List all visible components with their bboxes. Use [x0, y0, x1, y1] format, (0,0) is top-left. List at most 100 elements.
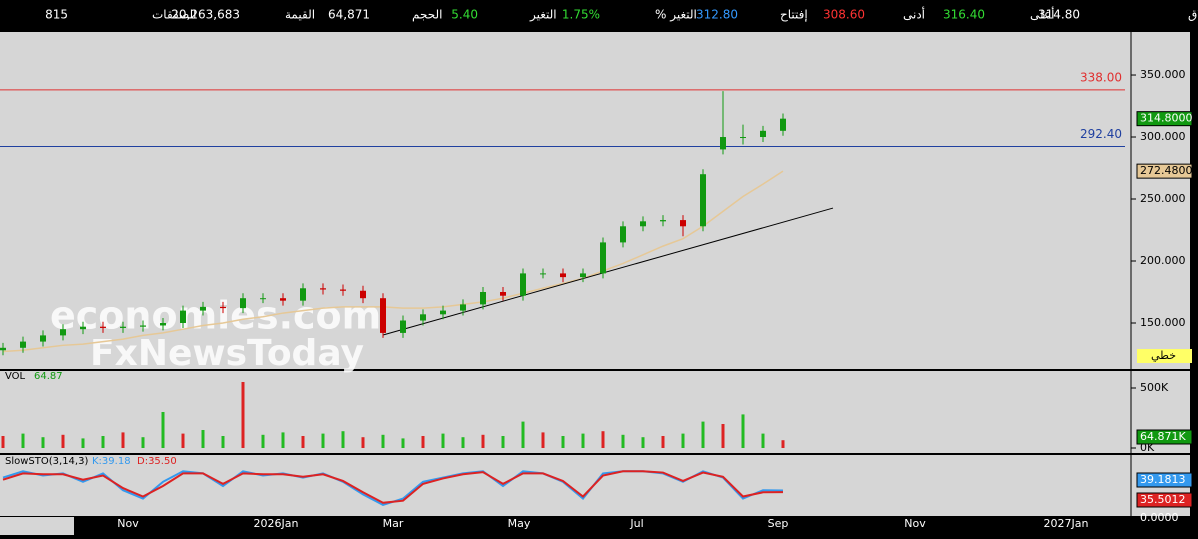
candle-body [20, 341, 26, 348]
header-value: 815 [45, 8, 68, 22]
candle-body [580, 273, 586, 278]
x-tick-label: Mar [383, 517, 404, 530]
volume-bar [101, 436, 105, 448]
candle-body [100, 326, 106, 328]
candle-body [280, 298, 286, 301]
candle-body [80, 326, 86, 330]
volume-bar [421, 436, 425, 448]
volume-bar [121, 432, 125, 448]
header-value: 314.80 [1038, 8, 1080, 22]
candle-body [540, 273, 546, 275]
volume-bar [581, 433, 585, 448]
volume-bar [781, 440, 785, 448]
hline-label: 292.40 [1080, 127, 1122, 141]
volume-bar [601, 431, 605, 448]
volume-bar [561, 436, 565, 448]
volume-bar [741, 414, 745, 448]
candle-body [180, 310, 186, 323]
candle-body [600, 242, 606, 274]
candle-body [500, 291, 506, 296]
candle-body [120, 326, 126, 328]
candle-body [700, 174, 706, 227]
value-tag [1136, 472, 1193, 488]
x-tick-label: Sep [768, 517, 789, 530]
volume-bar [701, 421, 705, 448]
volume-bar [681, 433, 685, 448]
sto-panel [0, 455, 1190, 516]
candle-body [420, 314, 426, 321]
mode-label: خطي [1151, 349, 1176, 362]
value-tag-label: 314.8000 [1140, 112, 1193, 125]
volume-bar [501, 436, 505, 448]
value-tag [1136, 429, 1193, 445]
volume-bar [661, 436, 665, 448]
header-value: 64,871 [328, 8, 370, 22]
volume-bar [181, 433, 185, 448]
volume-bar [41, 437, 45, 448]
header-value: 1.75% [562, 8, 600, 22]
sto-line [2, 470, 784, 504]
candle-body [240, 298, 246, 309]
candle-body [140, 325, 146, 327]
x-tick-label: 2027Jan [1044, 517, 1089, 530]
candle-body [220, 306, 226, 309]
candle-body [480, 291, 486, 305]
value-tag-label: 64.871K [1140, 430, 1186, 443]
candle-body [0, 347, 6, 351]
volume-bar [81, 438, 85, 448]
header-value: 316.40 [943, 8, 985, 22]
volume-bar [141, 437, 145, 448]
y-tick-label: 250.000 [1140, 192, 1186, 205]
volume-bar [201, 430, 205, 448]
candle-body [740, 137, 746, 139]
header-label: التغير [529, 8, 557, 23]
candle-body [60, 329, 66, 336]
volume-bar [61, 434, 65, 448]
value-tag-label: 39.1813 [1140, 473, 1186, 486]
price-panel [0, 32, 1190, 369]
candle-body [200, 306, 206, 311]
candle-body [560, 273, 566, 278]
header-value: 312.80 [696, 8, 738, 22]
header-label: أدنى [903, 7, 925, 22]
volume-bar [1, 436, 5, 448]
watermark: FxNewsToday [90, 333, 364, 374]
header-label: الحجم [412, 8, 442, 22]
volume-bar [381, 434, 385, 448]
candle-body [720, 137, 726, 150]
y-tick-label: 500K [1140, 381, 1169, 394]
candle-body [260, 298, 266, 300]
volume-bar [361, 437, 365, 448]
candle-body [360, 290, 366, 299]
candle-body [620, 226, 626, 243]
volume-bar [221, 436, 225, 448]
candle-body [660, 220, 666, 222]
y-tick-label: 150.000 [1140, 316, 1186, 329]
volume-bar [241, 382, 245, 448]
header-label: إفتتاح [780, 8, 808, 22]
volume-panel [0, 371, 1190, 453]
volume-bar [621, 434, 625, 448]
header-label: الاغلاق [1188, 8, 1198, 22]
moving-average [2, 170, 784, 353]
volume-bar [481, 434, 485, 448]
volume-bar [721, 424, 725, 448]
hline-label: 338.00 [1080, 70, 1122, 84]
mode-box [1137, 349, 1192, 363]
candle-body [320, 288, 326, 290]
value-tag [1136, 163, 1193, 179]
panel-value: 64.87 [34, 371, 63, 382]
x-tick-label: Jul [629, 517, 643, 530]
panel-title: SlowSTO(3,14,3) [5, 456, 88, 467]
value-tag [1136, 111, 1193, 127]
volume-bar [341, 431, 345, 448]
volume-bar [21, 433, 25, 448]
candle-body [760, 130, 766, 138]
header-label: أعلى [1030, 7, 1054, 22]
value-tag [1136, 492, 1193, 508]
candle-body [520, 273, 526, 296]
panel-title: VOL [5, 371, 26, 382]
volume-bar [321, 433, 325, 448]
volume-bar [461, 437, 465, 448]
candle-body [440, 310, 446, 315]
